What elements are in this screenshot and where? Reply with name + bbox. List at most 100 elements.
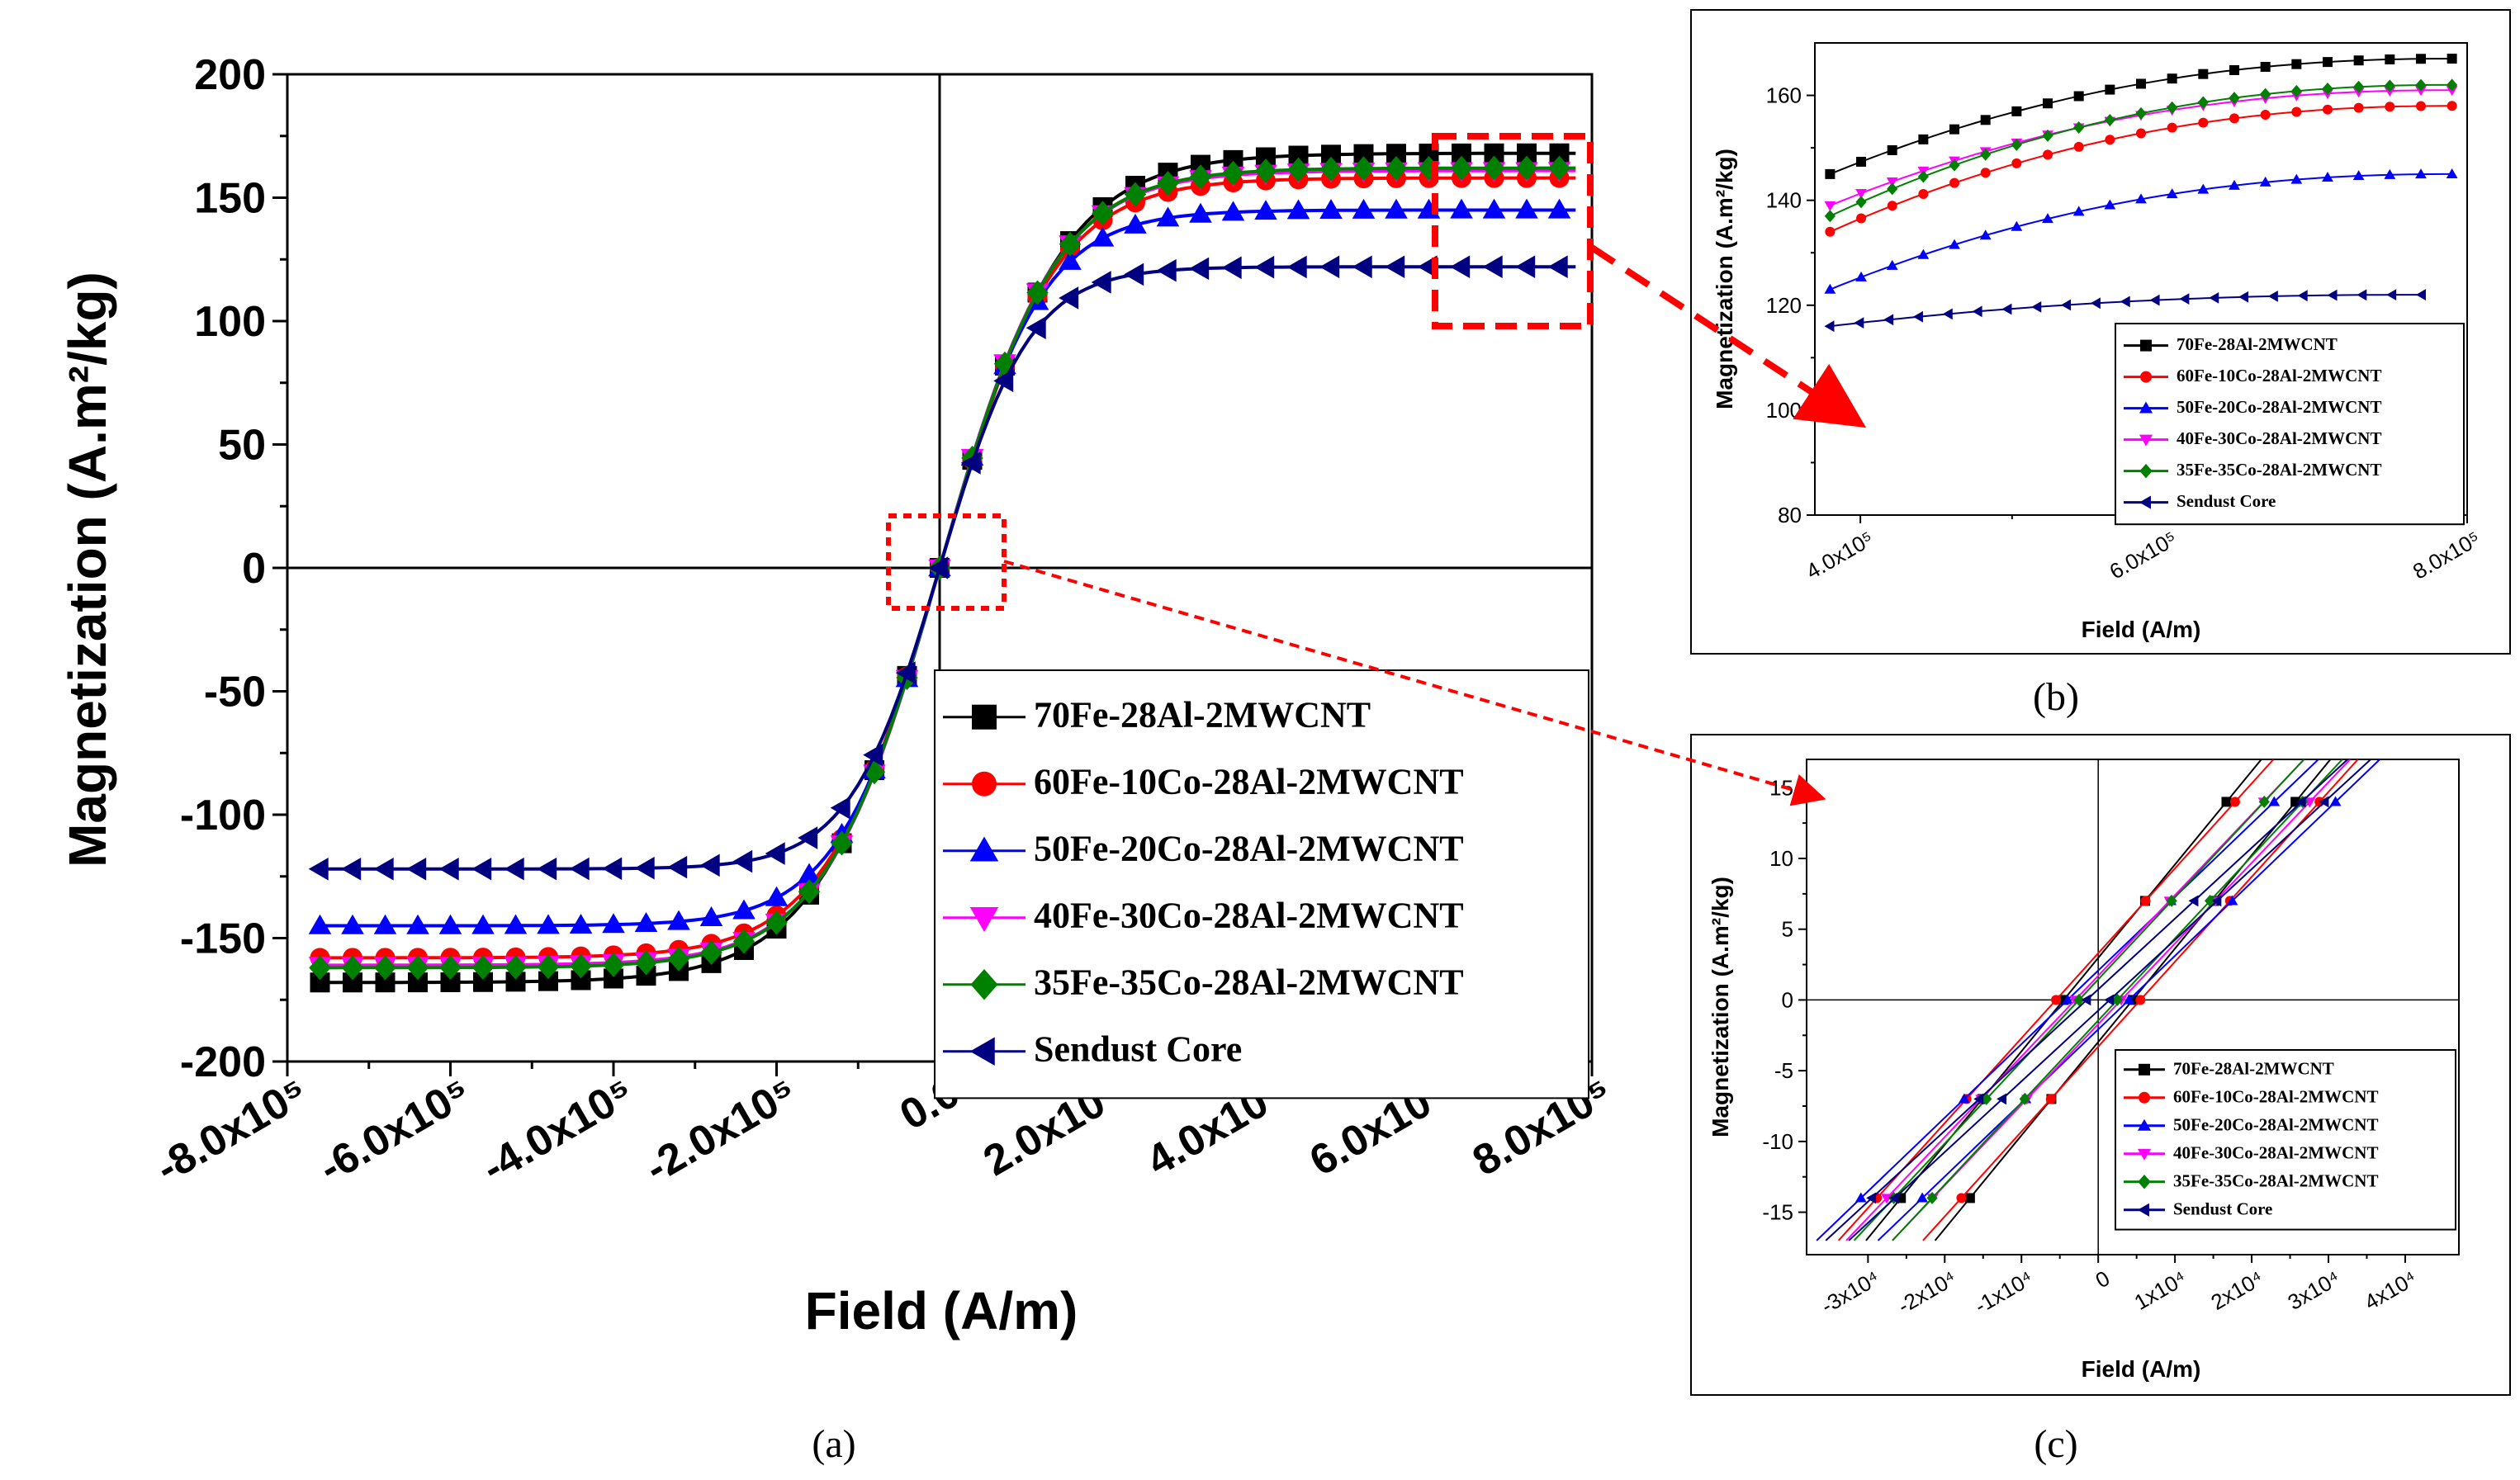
- panel-a-point-50fe-20co-28al-2mwcnt: [1547, 198, 1571, 219]
- panel-b-point-sendust-core: [1942, 308, 1953, 320]
- panel-a-point-50fe-20co-28al-2mwcnt: [406, 914, 429, 934]
- panel-a-point-sendust-core: [308, 857, 329, 881]
- panel-c-point-sendust-core: [2104, 994, 2115, 1006]
- panel-a-point-50fe-20co-28al-2mwcnt: [438, 914, 462, 934]
- panel-b-legend: 70Fe-28Al-2MWCNT 60Fe-10Co-28Al-2MWCNT 50F…: [2115, 323, 2465, 526]
- panel-c-point-sendust-core: [2295, 796, 2306, 808]
- panel-b-series-50fe-20co-28al-2mwcnt: [1824, 168, 2458, 294]
- panel-a-y-axis-title: Magnetization (A.m²/kg): [58, 272, 117, 868]
- panel-a-point-50fe-20co-28al-2mwcnt: [308, 914, 332, 934]
- panel-b-point-60fe-10co-28al-2mwcnt: [1980, 168, 1991, 178]
- panel-a-point-50fe-20co-28al-2mwcnt: [504, 914, 528, 934]
- panel-a-point-sendust-core: [1286, 255, 1307, 279]
- panel-a-y-tick-label: 150: [194, 175, 266, 223]
- panel-a-legend-marker-sendust-core: [969, 1037, 995, 1066]
- panel-a-point-50fe-20co-28al-2mwcnt: [732, 899, 756, 920]
- panel-c-legend-label-70fe-28al-2mwcnt: 70Fe-28Al-2MWCNT: [2173, 1058, 2334, 1078]
- panel-a-x-tick-label: -6.0x10⁵: [311, 1068, 479, 1193]
- panel-a-legend-label-50fe-20co-28al-2mwcnt: 50Fe-20Co-28Al-2MWCNT: [1034, 829, 1464, 869]
- panel-a-point-50fe-20co-28al-2mwcnt: [699, 906, 723, 927]
- panel-a-y-tick-label: -200: [180, 1038, 266, 1086]
- panel-a-point-sendust-core: [1254, 255, 1275, 279]
- panel-b-point-sendust-core: [1883, 314, 1894, 326]
- panel-b-point-50fe-20co-28al-2mwcnt: [2104, 199, 2116, 210]
- panel-b-point-35fe-35co-28al-2mwcnt: [2290, 84, 2302, 97]
- panel-a-legend-marker-70fe-28al-2mwcnt: [972, 704, 997, 730]
- panel-a-point-35fe-35co-28al-2mwcnt: [1319, 156, 1343, 182]
- panel-b-point-50fe-20co-28al-2mwcnt: [2415, 168, 2427, 179]
- panel-a-y-tick-label: 200: [194, 51, 266, 99]
- panel-a-point-50fe-20co-28al-2mwcnt: [798, 863, 821, 883]
- panel-b-point-50fe-20co-28al-2mwcnt: [1824, 283, 1836, 294]
- panel-a-point-sendust-core: [406, 857, 427, 881]
- panel-c-point-40fe-30co-28al-2mwcnt: [1881, 1194, 1892, 1204]
- panel-a-point-50fe-20co-28al-2mwcnt: [1515, 198, 1538, 219]
- panel-a-point-50fe-20co-28al-2mwcnt: [537, 914, 560, 934]
- panel-c-point-50fe-20co-28al-2mwcnt: [1916, 1192, 1929, 1203]
- panel-c-point-60fe-10co-28al-2mwcnt: [2229, 797, 2240, 807]
- panel-b-point-70fe-28al-2mwcnt: [2105, 84, 2115, 95]
- panel-b-point-sendust-core: [2209, 291, 2219, 304]
- panel-c-label: (c): [2034, 1422, 2077, 1466]
- panel-c-point-50fe-20co-28al-2mwcnt: [2062, 994, 2073, 1005]
- panel-c-point-50fe-20co-28al-2mwcnt: [2268, 796, 2281, 806]
- panel-a-point-sendust-core: [830, 797, 850, 820]
- panel-b-point-70fe-28al-2mwcnt: [2353, 55, 2364, 66]
- panel-a-legend: 70Fe-28Al-2MWCNT 60Fe-10Co-28Al-2MWCNT 50F…: [934, 669, 1589, 1099]
- panel-c-point-35fe-35co-28al-2mwcnt: [1926, 1191, 1938, 1204]
- panel-a-x-tick-label: -4.0x10⁵: [474, 1068, 642, 1193]
- panel-a-point-35fe-35co-28al-2mwcnt: [1222, 160, 1244, 186]
- panel-a-point-35fe-35co-28al-2mwcnt: [537, 954, 560, 980]
- panel-b-point-sendust-core: [1824, 320, 1835, 333]
- panel-b-point-35fe-35co-28al-2mwcnt: [2384, 79, 2395, 92]
- panel-b-point-70fe-28al-2mwcnt: [2136, 78, 2146, 89]
- panel-c-point-60fe-10co-28al-2mwcnt: [2045, 1094, 2056, 1104]
- panel-b-point-50fe-20co-28al-2mwcnt: [2042, 213, 2053, 224]
- panel-b-point-60fe-10co-28al-2mwcnt: [2198, 117, 2209, 128]
- panel-a-point-35fe-35co-28al-2mwcnt: [798, 879, 821, 905]
- panel-b-legend-label-50fe-20co-28al-2mwcnt: 50Fe-20Co-28Al-2MWCNT: [2177, 397, 2381, 417]
- panel-b-point-50fe-20co-28al-2mwcnt: [2229, 179, 2240, 190]
- panel-b-point-sendust-core: [2001, 303, 2012, 315]
- panel-a-point-sendust-core: [1026, 316, 1046, 339]
- panel-c-series-50fe-20co-28al-2mwcnt: [1816, 759, 2380, 1241]
- panel-a-point-50fe-20co-28al-2mwcnt: [471, 914, 495, 934]
- panel-b-legend-label-40fe-30co-28al-2mwcnt: 40Fe-30Co-28Al-2MWCNT: [2177, 428, 2381, 448]
- panel-a-point-sendust-core: [1156, 258, 1177, 282]
- panel-b-legend-label-60fe-10co-28al-2mwcnt: 60Fe-10Co-28Al-2MWCNT: [2177, 366, 2381, 385]
- panel-a-y-tick-label: -150: [180, 915, 266, 963]
- panel-b-point-sendust-core: [2179, 293, 2190, 305]
- panel-a-point-sendust-core: [993, 369, 1014, 393]
- panel-b-point-50fe-20co-28al-2mwcnt: [2197, 183, 2210, 194]
- panel-a-point-35fe-35co-28al-2mwcnt: [635, 950, 657, 976]
- panel-b-point-60fe-10co-28al-2mwcnt: [2136, 128, 2146, 139]
- panel-a-point-sendust-core: [1482, 255, 1503, 279]
- panel-a-point-sendust-core: [1385, 255, 1405, 279]
- panel-b-point-35fe-35co-28al-2mwcnt: [1855, 196, 1867, 209]
- panel-a-legend-marker-60fe-10co-28al-2mwcnt: [972, 771, 997, 797]
- panel-c-point-sendust-core: [1973, 1093, 1984, 1105]
- panel-b-point-60fe-10co-28al-2mwcnt: [2073, 141, 2084, 152]
- panel-a-point-50fe-20co-28al-2mwcnt: [634, 912, 658, 933]
- panel-c-legend-marker-40fe-30co-28al-2mwcnt: [2137, 1148, 2152, 1161]
- panel-c-point-60fe-10co-28al-2mwcnt: [2135, 995, 2146, 1005]
- panel-b-x-axis-title: Field (A/m): [2082, 617, 2201, 642]
- panel-c-y-tick-label: -5: [1774, 1058, 1793, 1083]
- panel-b-legend-label-70fe-28al-2mwcnt: 70Fe-28Al-2MWCNT: [2177, 334, 2338, 354]
- panel-a-point-35fe-35co-28al-2mwcnt: [504, 954, 527, 980]
- panel-a-legend-label-60fe-10co-28al-2mwcnt: 60Fe-10Co-28Al-2MWCNT: [1034, 762, 1464, 802]
- panel-c-point-50fe-20co-28al-2mwcnt: [1854, 1192, 1867, 1203]
- panel-b-point-60fe-10co-28al-2mwcnt: [2105, 135, 2115, 145]
- panel-a-point-sendust-core: [732, 849, 753, 873]
- panel-c-legend-label-sendust-core: Sendust Core: [2173, 1199, 2272, 1218]
- panel-b-point-sendust-core: [2386, 289, 2397, 301]
- panel-a-label: (a): [812, 1422, 855, 1466]
- panel-c-point-sendust-core: [2188, 895, 2199, 907]
- arrow-to-panel-b: [1589, 244, 1867, 428]
- panel-c-point-35fe-35co-28al-2mwcnt: [2258, 795, 2270, 808]
- panel-b-point-60fe-10co-28al-2mwcnt: [2322, 104, 2333, 115]
- panel-b-point-sendust-core: [2090, 297, 2101, 310]
- panel-b-point-60fe-10co-28al-2mwcnt: [2415, 101, 2426, 111]
- panel-b-point-50fe-20co-28al-2mwcnt: [2290, 173, 2303, 184]
- arrow-to-panel-c: [1003, 560, 1826, 806]
